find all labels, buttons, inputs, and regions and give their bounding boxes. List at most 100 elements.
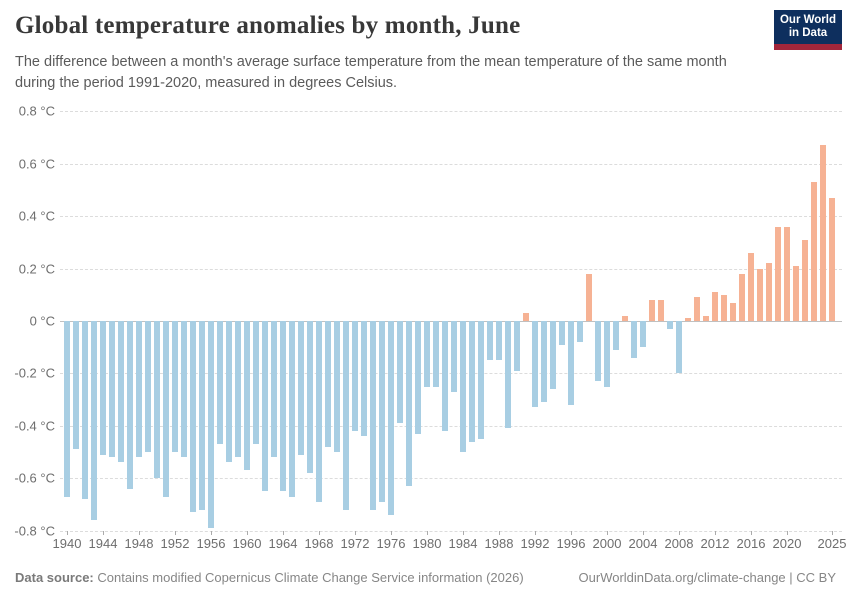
bar-1994[interactable]	[550, 321, 556, 390]
bar-1959[interactable]	[235, 321, 241, 458]
bar-2009[interactable]	[685, 318, 691, 321]
bar-1976[interactable]	[388, 321, 394, 515]
bar-1997[interactable]	[577, 321, 583, 342]
bar-1992[interactable]	[532, 321, 538, 408]
bar-2006[interactable]	[658, 300, 664, 321]
gridline--0.6	[60, 478, 842, 480]
x-axis-label-1944: 1944	[88, 536, 118, 551]
bar-1999[interactable]	[595, 321, 601, 382]
x-axis-label-1976: 1976	[376, 536, 406, 551]
bar-1978[interactable]	[406, 321, 412, 487]
bar-1979[interactable]	[415, 321, 421, 434]
bar-1957[interactable]	[217, 321, 223, 445]
x-axis-label-1980: 1980	[412, 536, 442, 551]
bar-2007[interactable]	[667, 321, 673, 329]
bar-1949[interactable]	[145, 321, 151, 452]
bar-1941[interactable]	[73, 321, 79, 450]
bar-1974[interactable]	[370, 321, 376, 510]
bar-2023[interactable]	[811, 182, 817, 321]
bar-2002[interactable]	[622, 315, 628, 321]
bar-2008[interactable]	[676, 321, 682, 374]
bar-1995[interactable]	[559, 321, 565, 345]
bar-1988[interactable]	[496, 321, 502, 361]
gridline-0.8	[60, 111, 842, 113]
bar-1973[interactable]	[361, 321, 367, 437]
bar-1971[interactable]	[343, 321, 349, 510]
bar-2016[interactable]	[748, 252, 754, 321]
bar-1963[interactable]	[271, 321, 277, 458]
bar-2004[interactable]	[640, 321, 646, 348]
bar-1998[interactable]	[586, 273, 592, 321]
bar-2013[interactable]	[721, 294, 727, 321]
bar-1996[interactable]	[568, 321, 574, 405]
x-tick-1964	[283, 531, 284, 535]
bar-1958[interactable]	[226, 321, 232, 463]
bar-1985[interactable]	[469, 321, 475, 442]
bar-1966[interactable]	[298, 321, 304, 455]
x-tick-2020	[787, 531, 788, 535]
bar-1948[interactable]	[136, 321, 142, 458]
bar-1989[interactable]	[505, 321, 511, 429]
bar-1951[interactable]	[163, 321, 169, 497]
bar-1956[interactable]	[208, 321, 214, 528]
credit-link[interactable]: OurWorldinData.org/climate-change | CC B…	[578, 570, 836, 585]
x-tick-2025	[832, 531, 833, 535]
bar-1993[interactable]	[541, 321, 547, 403]
bar-1944[interactable]	[100, 321, 106, 455]
bar-1960[interactable]	[244, 321, 250, 471]
bar-1980[interactable]	[424, 321, 430, 387]
bar-2018[interactable]	[766, 263, 772, 321]
bar-2024[interactable]	[820, 145, 826, 321]
bar-2003[interactable]	[631, 321, 637, 358]
bar-1990[interactable]	[514, 321, 520, 371]
bar-1950[interactable]	[154, 321, 160, 479]
bar-1947[interactable]	[127, 321, 133, 489]
bar-2021[interactable]	[793, 265, 799, 321]
bar-2017[interactable]	[757, 268, 763, 321]
bar-2000[interactable]	[604, 321, 610, 387]
bar-1975[interactable]	[379, 321, 385, 502]
bar-1953[interactable]	[181, 321, 187, 458]
bar-2010[interactable]	[694, 297, 700, 321]
bar-1987[interactable]	[487, 321, 493, 361]
bar-1943[interactable]	[91, 321, 97, 521]
bar-2020[interactable]	[784, 226, 790, 321]
x-tick-1996	[571, 531, 572, 535]
bar-1954[interactable]	[190, 321, 196, 513]
bar-1982[interactable]	[442, 321, 448, 432]
bar-2025[interactable]	[829, 197, 835, 321]
bar-1952[interactable]	[172, 321, 178, 452]
bar-1968[interactable]	[316, 321, 322, 502]
bar-1972[interactable]	[352, 321, 358, 432]
owid-logo[interactable]: Our World in Data	[774, 10, 842, 50]
bar-2014[interactable]	[730, 302, 736, 321]
bar-2012[interactable]	[712, 292, 718, 321]
bar-1962[interactable]	[262, 321, 268, 492]
bar-2011[interactable]	[703, 315, 709, 321]
bar-1965[interactable]	[289, 321, 295, 497]
bar-1940[interactable]	[64, 321, 70, 497]
bar-1946[interactable]	[118, 321, 124, 463]
bar-1945[interactable]	[109, 321, 115, 458]
bar-1970[interactable]	[334, 321, 340, 452]
bar-1977[interactable]	[397, 321, 403, 424]
bar-1983[interactable]	[451, 321, 457, 392]
bar-2005[interactable]	[649, 300, 655, 321]
bar-2022[interactable]	[802, 239, 808, 321]
bar-2019[interactable]	[775, 226, 781, 321]
bar-1991[interactable]	[523, 313, 529, 321]
bar-1955[interactable]	[199, 321, 205, 510]
bar-2015[interactable]	[739, 273, 745, 321]
bar-1942[interactable]	[82, 321, 88, 500]
bar-1964[interactable]	[280, 321, 286, 492]
bar-1961[interactable]	[253, 321, 259, 445]
bar-1981[interactable]	[433, 321, 439, 387]
x-axis-label-1940: 1940	[52, 536, 82, 551]
bar-1984[interactable]	[460, 321, 466, 452]
bar-2001[interactable]	[613, 321, 619, 350]
data-source-note: Data source: Contains modified Copernicu…	[15, 570, 524, 585]
x-axis-label-1968: 1968	[304, 536, 334, 551]
bar-1967[interactable]	[307, 321, 313, 473]
bar-1986[interactable]	[478, 321, 484, 439]
bar-1969[interactable]	[325, 321, 331, 447]
